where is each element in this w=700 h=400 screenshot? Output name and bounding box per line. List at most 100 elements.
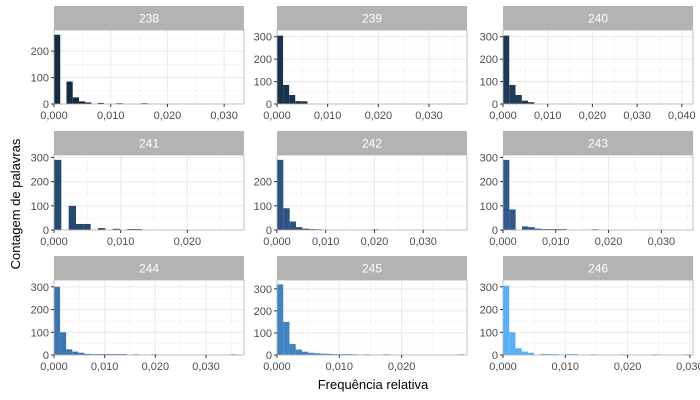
- panel-background: [503, 155, 693, 230]
- facet-panel: 243 0 100 200 300 0,000 0,010 0,020 0,030: [480, 131, 694, 248]
- x-tick-label: 0,020: [142, 361, 170, 373]
- histogram-bar: [521, 100, 529, 104]
- x-axis-title: Frequência relativa: [318, 377, 429, 392]
- y-tick-label: 200: [254, 177, 272, 189]
- histogram-bar: [102, 354, 109, 356]
- histogram-bar: [84, 353, 91, 355]
- y-tick-label: 100: [254, 201, 272, 213]
- facet-strip: [277, 6, 467, 30]
- y-tick-label: 0: [266, 225, 272, 237]
- x-tick-label: 0,000: [40, 110, 68, 122]
- histogram-bar: [277, 159, 284, 230]
- x-tick-label: 0,020: [388, 361, 416, 373]
- facet-strip-label: 245: [362, 262, 382, 276]
- histogram-bar: [78, 352, 85, 355]
- x-tick-label: 0,020: [174, 236, 202, 248]
- panel-border: [53, 154, 245, 231]
- facet-strip: [277, 131, 467, 155]
- facet-strip-label: 240: [588, 12, 608, 26]
- histogram-bar: [120, 354, 127, 356]
- histogram-bar: [66, 81, 73, 104]
- histogram-bar: [112, 228, 120, 230]
- facet-strip-label: 243: [588, 137, 608, 151]
- panel-background: [277, 155, 467, 230]
- facet-strip: [54, 256, 244, 280]
- panel-background: [503, 280, 693, 355]
- histogram-bar: [289, 343, 296, 355]
- x-tick-label: 0,020: [365, 110, 393, 122]
- y-tick-label: 100: [480, 77, 498, 89]
- histogram-bar: [509, 209, 516, 230]
- facet-panels: 238 0 100 200 0,000 0,010 0,020 0,030 239 0 100 200…: [31, 6, 700, 373]
- x-tick-label: 0,010: [326, 361, 354, 373]
- y-tick-label: 200: [254, 54, 272, 66]
- y-tick-label: 300: [480, 32, 498, 44]
- facet-strip: [277, 256, 467, 280]
- histogram-bar: [96, 354, 103, 356]
- facet-strip-label: 239: [362, 12, 382, 26]
- panel-background: [277, 30, 467, 104]
- x-tick-label: 0,000: [263, 110, 291, 122]
- x-tick-label: 0,000: [489, 110, 517, 122]
- histogram-bar: [546, 354, 553, 356]
- facet-strip-label: 244: [139, 262, 159, 276]
- x-tick-label: 0,020: [614, 361, 642, 373]
- x-tick-label: 0,000: [489, 236, 517, 248]
- y-tick-label: 100: [254, 77, 272, 89]
- x-tick-label: 0,000: [40, 236, 68, 248]
- x-tick-label: 0,010: [542, 236, 570, 248]
- x-tick-label: 0,030: [648, 236, 676, 248]
- y-tick-label: 200: [480, 177, 498, 189]
- x-tick-label: 0,000: [40, 361, 68, 373]
- y-tick-label: 0: [43, 99, 49, 111]
- facet-strip-label: 246: [588, 262, 608, 276]
- y-tick-label: 200: [480, 54, 498, 66]
- x-tick-label: 0,010: [552, 361, 580, 373]
- x-tick-label: 0,010: [91, 361, 119, 373]
- panel-border: [502, 154, 694, 231]
- y-tick-label: 200: [31, 46, 49, 58]
- histogram-bar: [85, 102, 92, 104]
- y-tick-label: 0: [43, 225, 49, 237]
- histogram-bar: [503, 285, 510, 355]
- x-tick-label: 0,020: [154, 110, 182, 122]
- histogram-bar: [528, 102, 535, 104]
- histogram-bar: [547, 229, 554, 231]
- y-tick-label: 0: [492, 350, 498, 362]
- y-tick-label: 300: [254, 284, 272, 296]
- x-tick-label: 0,030: [210, 110, 238, 122]
- histogram-bar: [66, 349, 73, 355]
- histogram-bar: [72, 351, 79, 355]
- histogram-bar: [308, 352, 315, 355]
- histogram-bar: [534, 228, 541, 230]
- histogram-bar: [515, 95, 522, 104]
- facet-strip: [54, 6, 244, 30]
- histogram-bar: [277, 35, 284, 104]
- facet-strip: [503, 131, 693, 155]
- histogram-bar: [565, 354, 572, 356]
- histogram-bar: [301, 101, 308, 104]
- y-tick-label: 100: [31, 201, 49, 213]
- histogram-bar: [60, 332, 67, 355]
- panel-background: [503, 30, 693, 104]
- histogram-bar: [296, 227, 303, 230]
- facet-panel: 245 0 100 200 300 0,000 0,010 0,020: [254, 256, 468, 373]
- x-tick-label: 0,030: [192, 361, 220, 373]
- panel-border: [276, 279, 468, 356]
- histogram-bar: [560, 229, 567, 231]
- facet-strip-label: 242: [362, 137, 382, 151]
- panel-background: [54, 280, 244, 355]
- facet-panel: 244 0 100 200 300 0,000 0,010 0,020 0,030: [31, 256, 245, 373]
- histogram-bar: [301, 351, 309, 355]
- histogram-bar: [114, 354, 121, 356]
- histogram-bar: [314, 353, 321, 355]
- histogram-bar: [528, 227, 535, 230]
- histogram-bar: [90, 354, 97, 356]
- histogram-bar: [541, 229, 548, 231]
- histogram-bar: [83, 223, 91, 230]
- panel-background: [54, 30, 244, 104]
- facet-panel: 238 0 100 200 0,000 0,010 0,020 0,030: [31, 6, 245, 122]
- histogram-bar: [283, 321, 290, 355]
- y-tick-label: 0: [266, 99, 272, 111]
